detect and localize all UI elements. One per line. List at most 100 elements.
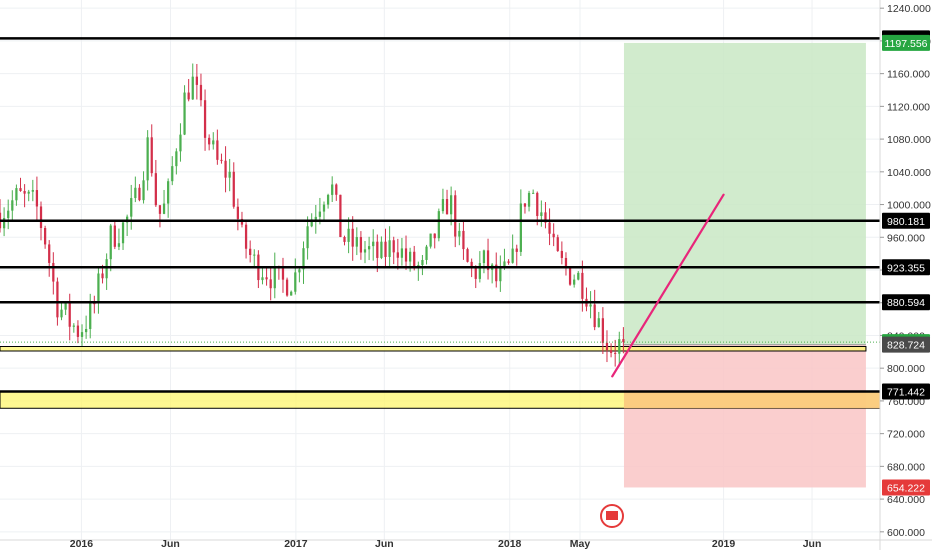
candle-body [322, 204, 326, 212]
candle-body [269, 279, 272, 289]
candle-body [388, 240, 391, 257]
candle-body [314, 216, 317, 220]
candle-body [363, 249, 367, 253]
candle-body [437, 211, 440, 239]
candle-body [384, 241, 387, 257]
candle-body [552, 233, 555, 238]
candle-body [48, 244, 51, 263]
candle-body [121, 222, 125, 244]
candle-body [142, 180, 145, 201]
candle-body [523, 203, 527, 207]
candle-body [167, 181, 170, 204]
target-zone[interactable] [623, 42, 866, 345]
stop-zone-overlap [623, 391, 880, 409]
candle-body [195, 76, 198, 85]
candle-body [162, 203, 166, 214]
candle-body [429, 233, 432, 247]
candle-body [466, 249, 469, 262]
candle-body [175, 151, 178, 167]
candle-body [359, 237, 363, 253]
candle-body [609, 350, 613, 353]
candle-body [445, 199, 449, 215]
trendline-group[interactable] [611, 193, 725, 378]
x-tick-label: May [570, 538, 591, 550]
candle-body [97, 273, 100, 304]
candle-body [130, 198, 133, 217]
y-tick-label: 600.000 [887, 527, 925, 539]
candle-body [532, 192, 535, 194]
candle-body [343, 237, 346, 242]
candle-body [105, 259, 108, 279]
candle-body [470, 261, 473, 269]
trendline[interactable] [611, 193, 725, 378]
x-tick-label: 2019 [712, 538, 736, 550]
candle-body [232, 171, 235, 207]
y-tick-label: 1080.000 [887, 134, 931, 146]
candle-body [454, 195, 457, 237]
y-tick-label: 680.000 [887, 461, 925, 473]
candle-body [593, 304, 596, 328]
candle-body [64, 303, 67, 310]
candle-body [117, 243, 121, 247]
x-tick-label: Jun [161, 538, 180, 550]
candle-body [482, 250, 486, 264]
price-label-box [882, 212, 930, 229]
zones [0, 42, 881, 488]
candle-body [540, 212, 543, 216]
candle-body [458, 230, 461, 237]
y-tick-label: 1000.000 [887, 200, 931, 212]
candle-body [31, 190, 34, 192]
candle-body [281, 268, 285, 280]
stop-zone[interactable] [623, 344, 866, 488]
candle-body [216, 140, 219, 160]
candle-body [577, 272, 580, 280]
horizontal-levels[interactable] [0, 37, 880, 393]
candle-body [347, 228, 350, 242]
candle-body [187, 92, 190, 100]
candle-body [622, 339, 625, 343]
candle-body [2, 218, 6, 229]
candle-body [564, 257, 568, 269]
candle-body [39, 206, 43, 229]
candle-body [413, 251, 416, 268]
logo-icon[interactable] [600, 504, 624, 528]
candle-body [27, 191, 30, 194]
candle-body [76, 325, 80, 337]
candle-body [326, 194, 330, 205]
candle-body [425, 246, 428, 260]
price-label-box [882, 34, 930, 51]
candle-body [113, 225, 116, 247]
candle-body [339, 194, 342, 238]
candle-body [93, 303, 96, 305]
candle-body [355, 237, 358, 247]
candle-body [273, 265, 276, 289]
candle-body [203, 100, 207, 138]
x-tick-label: Jun [375, 538, 394, 550]
y-tick-label: 1120.000 [887, 101, 930, 113]
candle-body [80, 332, 84, 337]
support-zone-1[interactable] [0, 346, 867, 352]
candle-body [43, 228, 47, 245]
candle-body [89, 303, 92, 329]
candle-body [573, 279, 576, 285]
candle-body [11, 200, 14, 211]
price-label-box [882, 294, 930, 311]
y-tick-label: 800.000 [887, 363, 925, 375]
candle-body [560, 250, 563, 258]
candle-body [601, 318, 605, 343]
candle-body [285, 279, 289, 296]
candle-body [474, 268, 477, 279]
candle-body [154, 173, 157, 206]
candle-body [56, 281, 59, 318]
candle-body [597, 318, 600, 328]
candle-body [134, 187, 137, 199]
candle-body [183, 92, 186, 135]
candle-body [351, 228, 354, 247]
candle-body [450, 195, 453, 215]
candle-body [298, 269, 301, 273]
candle-body [35, 190, 39, 207]
candle-body [158, 205, 162, 214]
price-label-box [882, 336, 930, 353]
